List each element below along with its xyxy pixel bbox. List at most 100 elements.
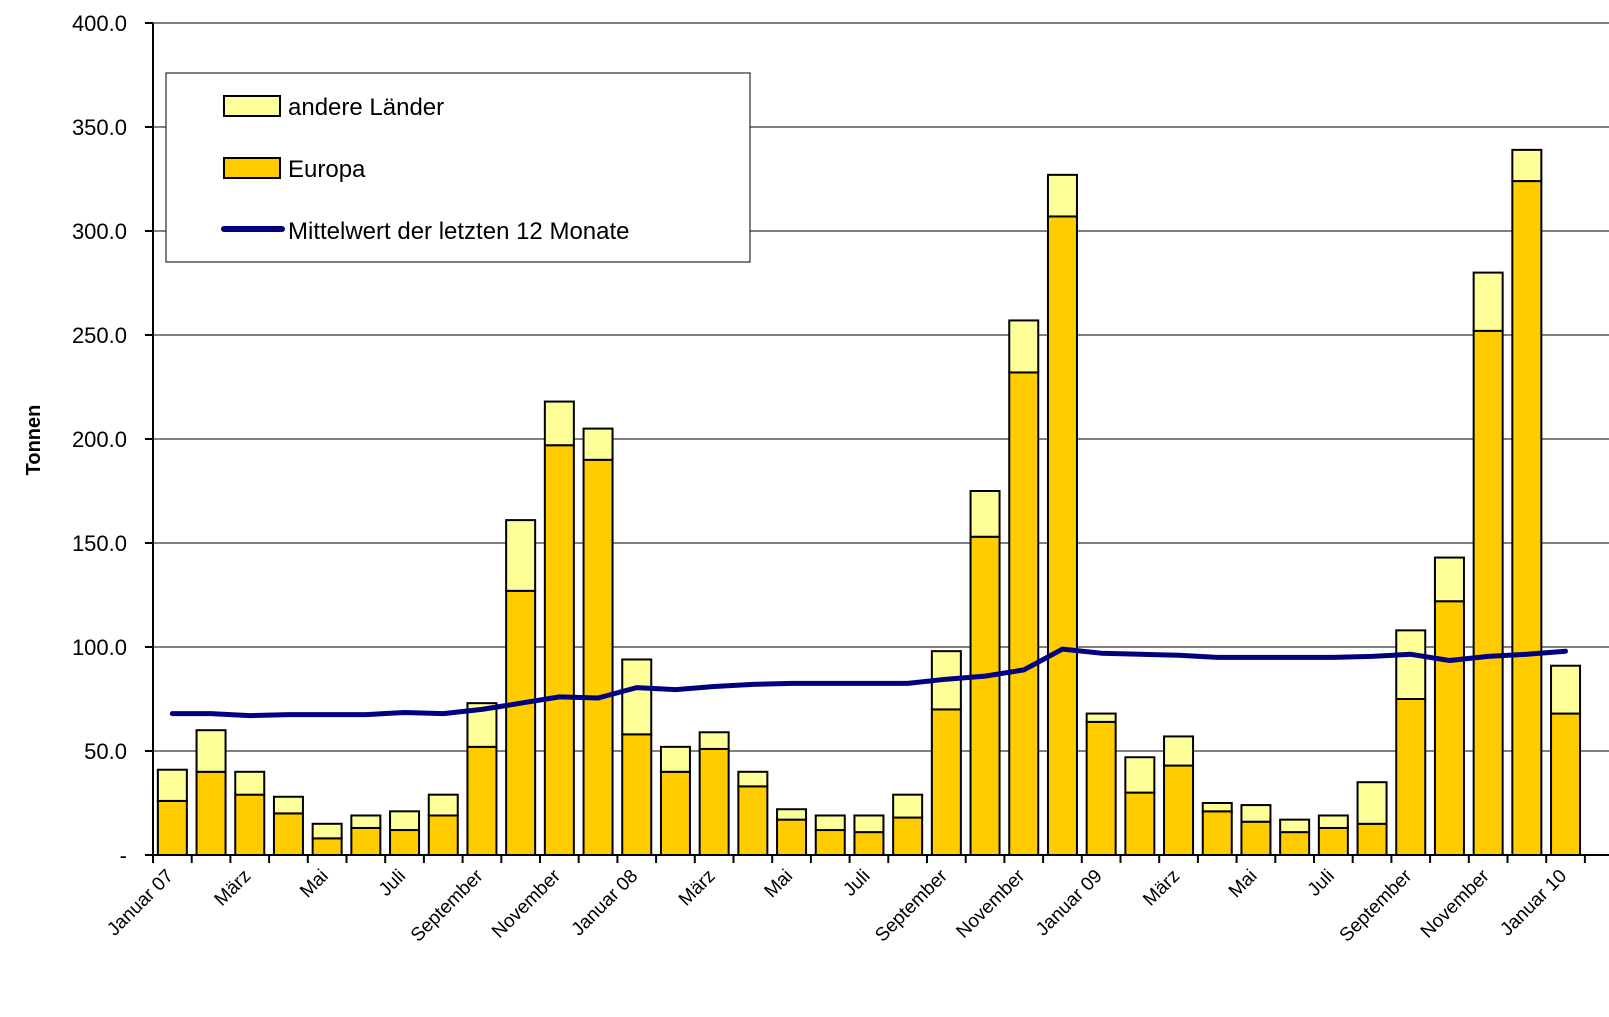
bar-andere-laender [195,729,227,773]
bar-andere-laender [1550,664,1582,715]
bar-europa [1124,791,1156,856]
x-tick-label: November [1417,865,1494,942]
bar-europa [1008,371,1040,856]
bar-europa [195,770,227,856]
bar-europa [776,818,808,857]
bar-europa [1472,329,1504,856]
x-tick-label: September [1336,865,1417,946]
x-tick-label: Mai [296,866,333,903]
bar-europa [505,589,537,857]
bar-andere-laender [853,814,885,834]
y-tick-label: 100.0 [72,635,127,660]
bar-europa [582,458,614,856]
x-tick-label: Januar 07 [103,866,178,941]
legend-swatch-andere-laender [223,95,281,117]
bar-europa [389,829,421,856]
bar-europa [1550,712,1582,856]
bar-andere-laender [427,793,459,817]
bar-europa [1085,720,1117,856]
legend: andere Länder Europa Mittelwert der letz… [165,72,751,263]
bar-europa [969,535,1001,856]
bar-europa [1356,822,1388,856]
legend-swatch-europa [223,157,281,179]
x-tick-label: Juli [375,866,410,901]
bar-andere-laender [1317,814,1349,829]
x-tick-label: Juli [839,866,874,901]
legend-label-mittelwert: Mittelwert der letzten 12 Monate [288,218,630,245]
bar-europa [350,826,382,857]
bar-andere-laender [737,770,769,788]
bar-andere-laender [1163,735,1195,767]
y-tick-label: 250.0 [72,323,127,348]
bar-andere-laender [389,810,421,832]
x-tick-label: November [952,865,1029,942]
average-line-layer [169,646,1568,719]
y-tick-label: 400.0 [72,11,127,36]
bar-andere-laender [1046,173,1078,218]
bar-europa [1046,215,1078,856]
bar-europa [1317,826,1349,857]
x-tick-label: März [1139,866,1184,911]
bar-andere-laender [1395,629,1427,700]
bar-andere-laender [156,768,188,802]
bar-europa [311,837,343,856]
bar-andere-laender [1008,319,1040,374]
bar-andere-laender [350,814,382,829]
bar-andere-laender [272,795,304,815]
bar-andere-laender [698,731,730,750]
bar-europa [659,770,691,856]
bar-andere-laender [1511,148,1543,183]
bar-andere-laender [234,770,266,796]
y-tick-label: 50.0 [84,739,127,764]
x-tick-label: Januar 10 [1496,866,1571,941]
bar-europa [814,829,846,856]
bars [156,148,1582,857]
bar-europa [466,745,498,857]
legend-label-europa: Europa [288,156,366,183]
bar-andere-laender [892,793,924,819]
bar-europa [156,799,188,856]
x-tick-label: September [871,865,952,946]
x-tick-label: März [675,866,720,911]
bar-andere-laender [814,814,846,832]
x-tick-label: September [407,865,488,946]
x-tick-label: Juli [1304,866,1339,901]
x-tick-label: Januar 09 [1032,866,1107,941]
y-tick-label: 300.0 [72,219,127,244]
bar-europa [1163,764,1195,856]
bar-europa [930,708,962,857]
bar-andere-laender [1201,802,1233,813]
bar-andere-laender [1240,804,1272,823]
x-tick-label: November [488,865,565,942]
y-tick-label: - [120,843,127,868]
bar-andere-laender [1356,781,1388,825]
y-tick-label: 200.0 [72,427,127,452]
bar-europa [1395,698,1427,856]
bar-andere-laender [621,658,653,736]
bar-europa [698,747,730,856]
legend-label-andere-laender: andere Länder [288,94,444,121]
y-tick-label: 150.0 [72,531,127,556]
x-tick-label: März [211,866,256,911]
bar-andere-laender [1279,818,1311,834]
x-tick-label: Januar 08 [568,866,643,941]
bar-europa [1240,820,1272,856]
bar-andere-laender [1085,712,1117,723]
bar-andere-laender [1433,556,1465,603]
average-line [169,646,1568,719]
bar-europa [621,733,653,856]
bar-europa [892,816,924,856]
y-axis-label: Tonnen [23,405,45,476]
bar-andere-laender [776,808,808,821]
bar-andere-laender [969,490,1001,538]
bar-andere-laender [1124,756,1156,794]
bar-europa [737,785,769,856]
bar-europa [1433,600,1465,856]
bar-andere-laender [582,427,614,461]
bar-europa [427,814,459,856]
bar-europa [1279,831,1311,856]
bar-andere-laender [659,745,691,773]
bar-europa [1201,810,1233,857]
